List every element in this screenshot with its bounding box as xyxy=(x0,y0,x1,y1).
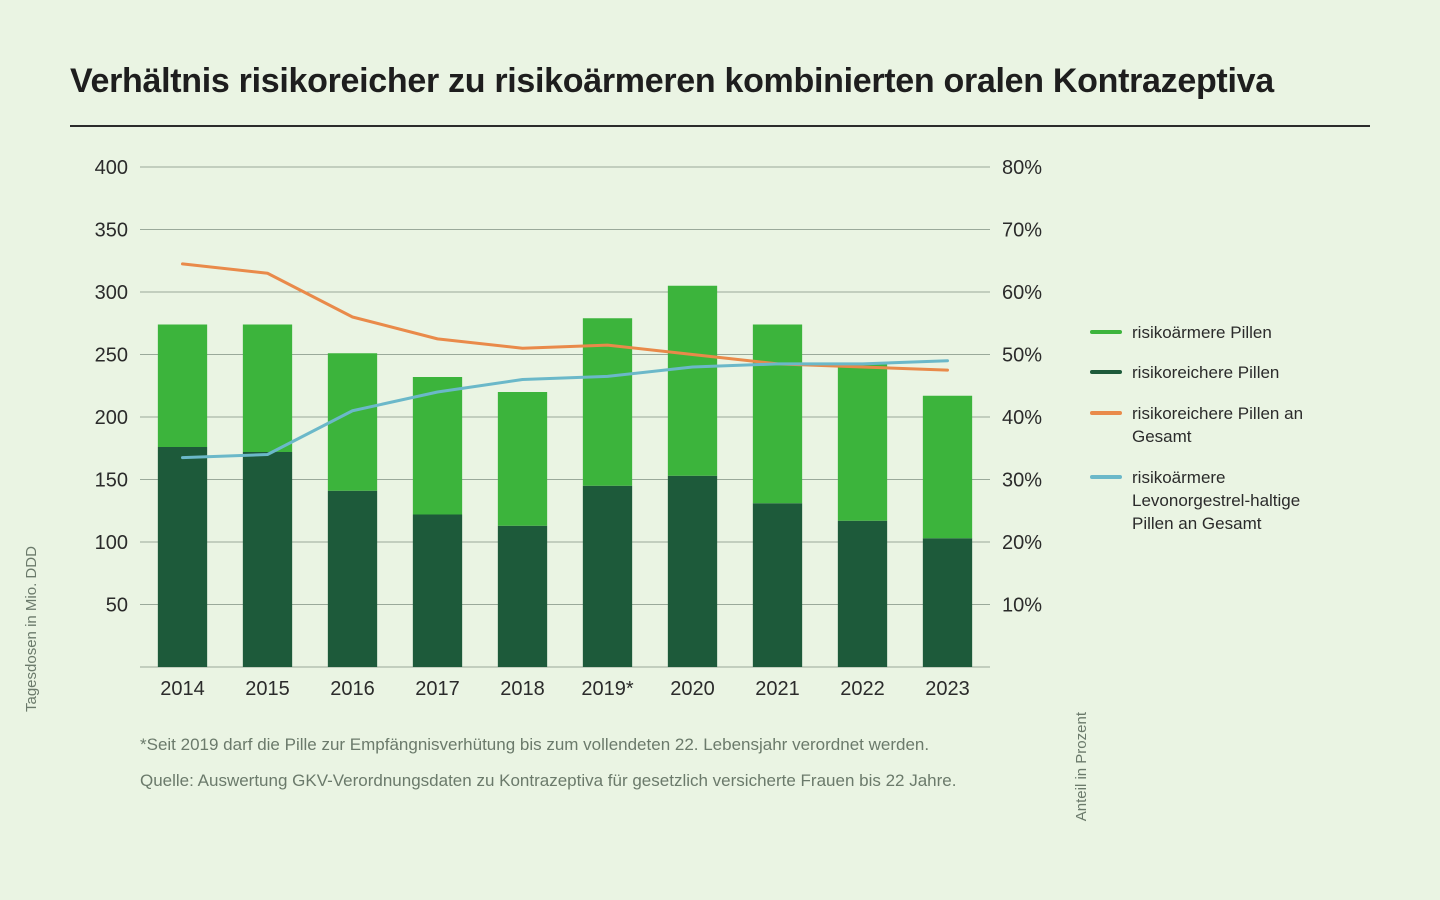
title-divider xyxy=(70,125,1370,127)
bar-risikoreichere xyxy=(753,503,802,667)
bar-risikoreichere xyxy=(158,447,207,667)
x-tick-label: 2020 xyxy=(670,678,715,700)
y-left-tick-label: 50 xyxy=(106,594,128,616)
bar-risikoreichere xyxy=(413,514,462,667)
x-tick-label: 2021 xyxy=(755,678,800,700)
bar-risikoaermer xyxy=(838,364,887,520)
x-tick-label: 2023 xyxy=(925,678,970,700)
legend-item: risikoärmere Pillen xyxy=(1090,322,1320,345)
y-right-tick-label: 20% xyxy=(1002,532,1042,554)
line-risikoaermer-levo-anteil xyxy=(183,360,948,457)
y-right-tick-label: 80% xyxy=(1002,157,1042,179)
chart-row: Tagesdosen in Mio. DDD 50100150200250300… xyxy=(70,157,1370,722)
legend-item: risikoärmere Levonorgestrel-haltige Pill… xyxy=(1090,467,1320,536)
y-left-tick-label: 350 xyxy=(95,219,128,241)
bar-risikoreichere xyxy=(668,475,717,666)
y-left-tick-label: 250 xyxy=(95,344,128,366)
bar-risikoaermer xyxy=(668,285,717,475)
y-right-tick-label: 10% xyxy=(1002,594,1042,616)
y-right-tick-label: 40% xyxy=(1002,407,1042,429)
footnote-1: *Seit 2019 darf die Pille zur Empfängnis… xyxy=(140,732,1370,758)
bar-risikoaermer xyxy=(498,392,547,526)
bar-risikoreichere xyxy=(328,490,377,666)
legend-swatch xyxy=(1090,411,1122,415)
y-left-tick-label: 300 xyxy=(95,282,128,304)
y-right-tick-label: 70% xyxy=(1002,219,1042,241)
legend-swatch xyxy=(1090,475,1122,479)
y-left-tick-label: 400 xyxy=(95,157,128,179)
bar-risikoreichere xyxy=(498,525,547,666)
y-left-tick-label: 100 xyxy=(95,532,128,554)
bar-risikoreichere xyxy=(923,538,972,667)
x-tick-label: 2015 xyxy=(245,678,290,700)
bar-risikoreichere xyxy=(838,520,887,666)
chart-svg: 50 100 150 200 250 300 350 400 10% 20% 30% 40% 50% 60… xyxy=(70,157,1060,717)
footnote-2: Quelle: Auswertung GKV-Verordnungsdaten … xyxy=(140,768,1370,794)
y-right-tick-label: 50% xyxy=(1002,344,1042,366)
y-left-tick-label: 150 xyxy=(95,469,128,491)
legend-item: risikoreichere Pillen an Gesamt xyxy=(1090,403,1320,449)
legend: risikoärmere Pillen risikoreichere Pillen… xyxy=(1090,157,1320,555)
legend-swatch xyxy=(1090,370,1122,374)
bar-risikoreichere xyxy=(243,452,292,667)
bar-risikoaermer xyxy=(923,395,972,538)
bar-risikoaermer xyxy=(753,324,802,503)
y-right-tick-label: 30% xyxy=(1002,469,1042,491)
legend-label: risikoreichere Pillen an Gesamt xyxy=(1132,403,1320,449)
bar-risikoaermer xyxy=(243,324,292,452)
x-tick-label: 2017 xyxy=(415,678,460,700)
legend-swatch xyxy=(1090,330,1122,334)
x-tick-label: 2014 xyxy=(160,678,205,700)
legend-label: risikoreichere Pillen xyxy=(1132,362,1279,385)
legend-item: risikoreichere Pillen xyxy=(1090,362,1320,385)
bar-risikoaermer xyxy=(158,324,207,447)
x-tick-label: 2022 xyxy=(840,678,885,700)
bar-risikoreichere xyxy=(583,485,632,666)
chart-title: Verhältnis risikoreicher zu risikoärmere… xyxy=(70,60,1370,103)
y-axis-right-label: Anteil in Prozent xyxy=(1073,712,1090,821)
bar-risikoaermer xyxy=(413,377,462,515)
x-tick-label: 2016 xyxy=(330,678,375,700)
y-axis-left-label: Tagesdosen in Mio. DDD xyxy=(23,546,40,712)
chart-wrap: Tagesdosen in Mio. DDD 50100150200250300… xyxy=(70,157,1060,722)
y-right-tick-label: 60% xyxy=(1002,282,1042,304)
legend-label: risikoärmere Pillen xyxy=(1132,322,1272,345)
x-tick-label: 2018 xyxy=(500,678,545,700)
y-left-tick-label: 200 xyxy=(95,407,128,429)
bar-risikoaermer xyxy=(328,353,377,491)
x-tick-label: 2019* xyxy=(581,678,633,700)
legend-label: risikoärmere Levonorgestrel-haltige Pill… xyxy=(1132,467,1320,536)
bar-risikoaermer xyxy=(583,318,632,486)
